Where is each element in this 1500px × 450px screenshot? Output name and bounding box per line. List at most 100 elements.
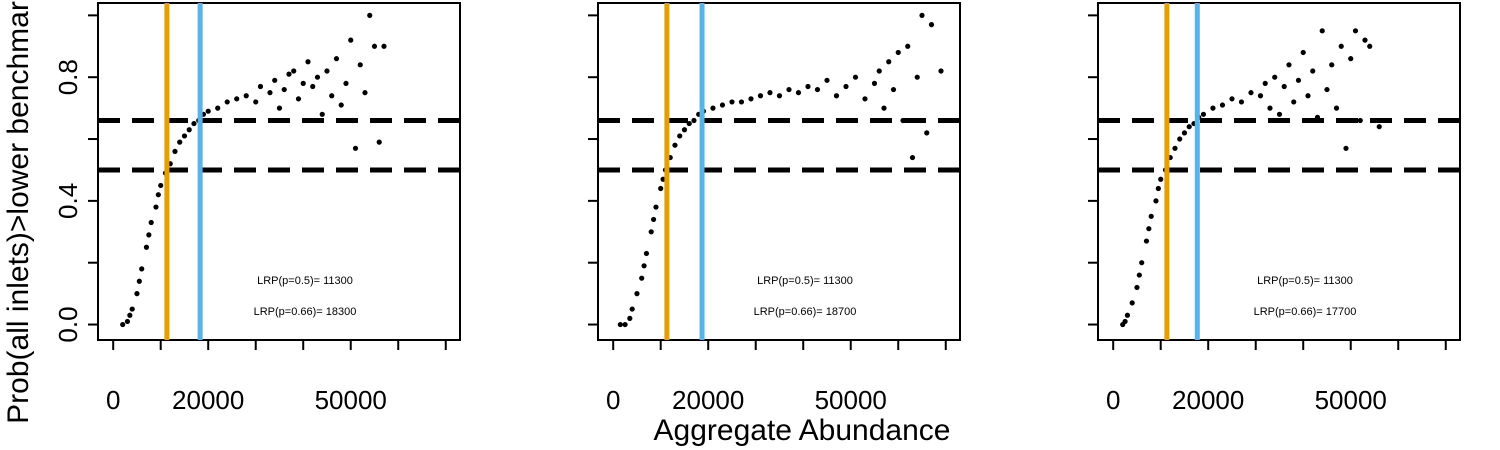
data-point bbox=[1343, 145, 1349, 151]
data-point bbox=[310, 83, 316, 90]
data-point bbox=[719, 102, 726, 108]
data-point bbox=[129, 306, 135, 312]
data-point bbox=[738, 99, 745, 105]
data-point bbox=[1155, 185, 1161, 192]
data-point bbox=[1272, 74, 1278, 80]
x-tick-label: 0 bbox=[606, 385, 620, 415]
data-point bbox=[634, 291, 640, 297]
data-point bbox=[871, 80, 878, 86]
data-point bbox=[881, 105, 887, 111]
data-point bbox=[895, 49, 901, 56]
data-point bbox=[786, 86, 792, 93]
data-point bbox=[627, 315, 633, 321]
data-point bbox=[1267, 105, 1273, 111]
data-point bbox=[876, 68, 882, 74]
data-point bbox=[1146, 226, 1152, 232]
data-point bbox=[338, 102, 344, 108]
data-point bbox=[824, 77, 830, 83]
data-point bbox=[1300, 49, 1306, 56]
data-point bbox=[1248, 90, 1254, 96]
x-axis-label: Aggregate Abundance bbox=[654, 414, 951, 447]
data-point bbox=[267, 90, 273, 96]
data-point bbox=[367, 12, 373, 18]
data-point bbox=[653, 204, 659, 210]
data-point bbox=[295, 96, 302, 102]
data-point bbox=[1143, 238, 1150, 244]
data-point bbox=[1158, 176, 1164, 182]
data-point bbox=[120, 321, 126, 328]
data-point bbox=[938, 68, 944, 74]
data-point bbox=[181, 133, 188, 139]
data-point bbox=[300, 80, 306, 86]
x-tick-label: 50000 bbox=[315, 385, 387, 415]
data-point bbox=[833, 93, 840, 99]
data-point bbox=[795, 90, 802, 96]
y-tick-label: 0.0 bbox=[53, 306, 83, 342]
data-point bbox=[757, 93, 764, 99]
data-point bbox=[376, 139, 382, 145]
data-point bbox=[681, 127, 688, 133]
data-point bbox=[1367, 43, 1373, 49]
data-point bbox=[1262, 80, 1268, 86]
data-point bbox=[710, 105, 716, 111]
data-point bbox=[1376, 124, 1382, 130]
data-point bbox=[191, 120, 197, 127]
data-point bbox=[124, 318, 131, 325]
data-point bbox=[329, 93, 335, 99]
data-point bbox=[1177, 136, 1183, 142]
annotation: LRP(p=0.5)= 11300 bbox=[257, 275, 353, 287]
data-point bbox=[291, 68, 297, 74]
data-point bbox=[155, 192, 161, 198]
x-tick-label: 0 bbox=[1106, 385, 1120, 415]
data-point bbox=[639, 275, 645, 281]
data-point bbox=[890, 86, 897, 93]
data-point bbox=[1153, 198, 1159, 204]
data-point bbox=[350, 117, 356, 124]
data-point bbox=[1310, 68, 1316, 74]
data-point bbox=[919, 12, 925, 18]
data-point bbox=[1286, 62, 1292, 68]
data-point bbox=[371, 43, 378, 49]
data-point bbox=[1139, 260, 1145, 266]
data-point bbox=[153, 204, 159, 210]
data-point bbox=[139, 266, 145, 272]
data-point bbox=[177, 139, 183, 145]
data-point bbox=[357, 62, 363, 68]
data-point bbox=[127, 312, 133, 318]
data-point bbox=[272, 77, 278, 83]
data-point bbox=[136, 278, 142, 284]
data-point bbox=[658, 185, 664, 192]
data-point bbox=[324, 68, 330, 74]
annotation: LRP(p=0.5)= 11300 bbox=[1257, 275, 1353, 287]
data-point bbox=[1136, 272, 1142, 278]
data-point bbox=[900, 117, 906, 124]
data-point bbox=[1210, 105, 1216, 111]
data-point bbox=[1172, 145, 1178, 151]
data-point bbox=[886, 59, 892, 65]
annotation: LRP(p=0.5)= 11300 bbox=[757, 275, 853, 287]
data-point bbox=[928, 22, 935, 28]
data-point bbox=[186, 127, 192, 133]
y-tick-label: 0.4 bbox=[53, 183, 83, 219]
data-point bbox=[134, 291, 140, 297]
data-point bbox=[333, 56, 340, 62]
data-point bbox=[276, 105, 283, 111]
y-tick-label: 0.8 bbox=[53, 59, 83, 95]
data-point bbox=[1186, 124, 1192, 130]
data-point bbox=[648, 229, 654, 235]
data-point bbox=[748, 96, 754, 102]
data-point bbox=[286, 71, 292, 77]
data-point bbox=[776, 93, 783, 99]
data-point bbox=[352, 145, 359, 151]
data-point bbox=[1257, 93, 1264, 99]
data-point bbox=[224, 99, 230, 105]
data-point bbox=[660, 176, 666, 182]
data-point bbox=[805, 83, 811, 90]
data-point bbox=[172, 148, 178, 155]
data-point bbox=[1124, 312, 1131, 318]
data-point bbox=[622, 321, 628, 328]
data-point bbox=[1200, 111, 1207, 117]
x-tick-label: 50000 bbox=[1315, 385, 1387, 415]
data-point bbox=[629, 306, 635, 312]
